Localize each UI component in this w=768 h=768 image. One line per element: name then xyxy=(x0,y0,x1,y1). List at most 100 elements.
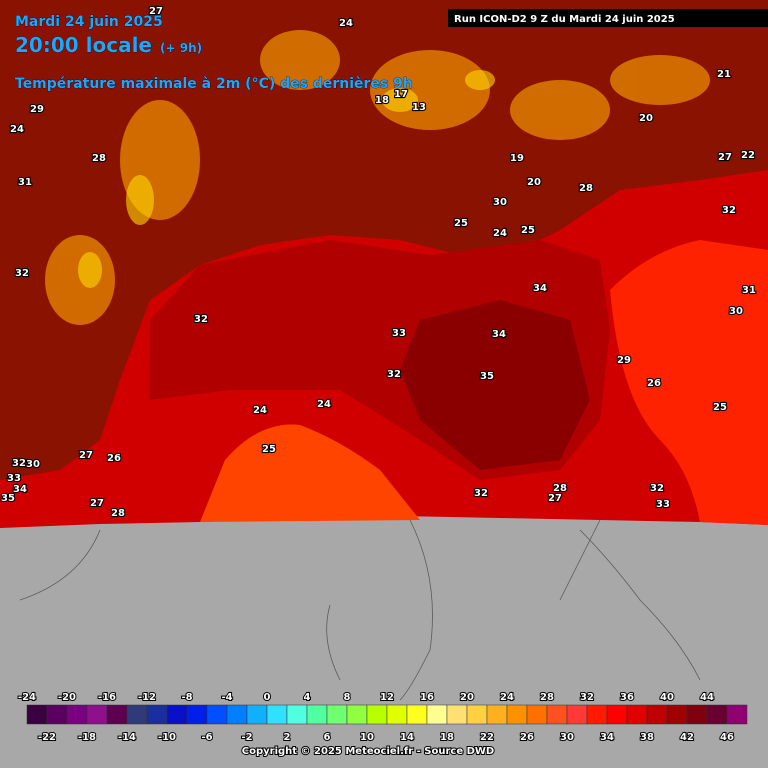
temperature-label: 22 xyxy=(741,150,755,161)
colorbar-label-bottom: 34 xyxy=(600,732,614,743)
temperature-label: 20 xyxy=(527,177,541,188)
colorbar-swatch xyxy=(306,704,328,725)
colorbar-label-bottom: -18 xyxy=(78,732,96,743)
temperature-label: 32 xyxy=(722,205,736,216)
temperature-label: 27 xyxy=(79,450,93,461)
colorbar-label-bottom: 10 xyxy=(360,732,374,743)
local-time: 20:00 locale xyxy=(15,33,152,57)
temperature-label: 30 xyxy=(26,459,40,470)
temperature-label: 19 xyxy=(510,153,524,164)
colorbar-swatch xyxy=(626,704,648,725)
temperature-label: 27 xyxy=(149,6,163,17)
temperature-label: 28 xyxy=(579,183,593,194)
temperature-label: 24 xyxy=(253,405,267,416)
colorbar-label-bottom: -10 xyxy=(158,732,176,743)
colorbar-swatch xyxy=(106,704,128,725)
temperature-label: 24 xyxy=(10,124,24,135)
colorbar-swatch xyxy=(286,704,308,725)
temperature-label: 31 xyxy=(742,285,756,296)
colorbar-swatch xyxy=(446,704,468,725)
colorbar-label-top: -24 xyxy=(18,692,36,703)
temperature-label: 18 xyxy=(375,95,389,106)
temperature-label: 35 xyxy=(480,371,494,382)
copyright: Copyright © 2025 Meteociel.fr - Source D… xyxy=(242,746,494,757)
colorbar-label-bottom: -22 xyxy=(38,732,56,743)
temperature-label: 26 xyxy=(107,453,121,464)
colorbar-label-bottom: -2 xyxy=(241,732,252,743)
colorbar-label-top: 28 xyxy=(540,692,554,703)
colorbar-label-top: 12 xyxy=(380,692,394,703)
temperature-label: 29 xyxy=(617,355,631,366)
temperature-label: 34 xyxy=(533,283,547,294)
temperature-label: 35 xyxy=(1,493,15,504)
colorbar-label-top: 4 xyxy=(304,692,311,703)
colorbar-label-top: -8 xyxy=(181,692,192,703)
run-box xyxy=(448,9,768,27)
colorbar-swatch xyxy=(686,704,708,725)
colorbar-label-top: 44 xyxy=(700,692,714,703)
colorbar-swatch xyxy=(226,704,248,725)
temperature-label: 34 xyxy=(492,329,506,340)
colorbar-label-bottom: 42 xyxy=(680,732,694,743)
colorbar-label-top: 24 xyxy=(500,692,514,703)
temperature-label: 32 xyxy=(650,483,664,494)
colorbar-swatch xyxy=(66,704,88,725)
temperature-label: 33 xyxy=(656,499,670,510)
colorbar-swatch xyxy=(206,704,228,725)
temperature-label: 32 xyxy=(15,268,29,279)
colorbar-swatch xyxy=(86,704,108,725)
temperature-label: 28 xyxy=(92,153,106,164)
temperature-label: 27 xyxy=(718,152,732,163)
colorbar-swatch xyxy=(246,704,268,725)
colorbar-swatch xyxy=(546,704,568,725)
temperature-label: 32 xyxy=(194,314,208,325)
temperature-label: 30 xyxy=(729,306,743,317)
temperature-label: 25 xyxy=(454,218,468,229)
colorbar-swatch xyxy=(566,704,588,725)
run-info: Run ICON-D2 9 Z du Mardi 24 juin 2025 xyxy=(454,14,675,25)
po-valley-core xyxy=(400,300,590,470)
adriatic-sea xyxy=(610,240,768,525)
colorbar-swatch xyxy=(46,704,68,725)
temperature-label: 27 xyxy=(548,493,562,504)
temperature-label: 25 xyxy=(713,402,727,413)
temperature-label: 21 xyxy=(717,69,731,80)
colorbar-label-top: 16 xyxy=(420,692,434,703)
temperature-label: 27 xyxy=(90,498,104,509)
colorbar-swatch xyxy=(666,704,688,725)
colorbar-swatch xyxy=(586,704,608,725)
colorbar-swatch xyxy=(646,704,668,725)
ligurian-sea xyxy=(200,424,420,522)
colorbar-swatch xyxy=(706,704,728,725)
colorbar-label-top: -12 xyxy=(138,692,156,703)
temperature-label: 28 xyxy=(111,508,125,519)
colorbar-label-top: 8 xyxy=(344,692,351,703)
colorbar-label-top: 36 xyxy=(620,692,634,703)
temperature-label: 33 xyxy=(392,328,406,339)
colorbar-label-bottom: 38 xyxy=(640,732,654,743)
colorbar-swatch xyxy=(366,704,388,725)
colorbar-swatch xyxy=(146,704,168,725)
colorbar-swatch xyxy=(386,704,408,725)
colorbar-label-bottom: 18 xyxy=(440,732,454,743)
colorbar-swatch xyxy=(126,704,148,725)
temperature-label: 32 xyxy=(387,369,401,380)
colorbar-swatch xyxy=(426,704,448,725)
mountain-highlights xyxy=(78,70,495,288)
colorbar-swatch xyxy=(326,704,348,725)
temperature-label: 31 xyxy=(18,177,32,188)
colorbar-swatch xyxy=(166,704,188,725)
colorbar: -24 -20 -16 -12 -8 -4 0 4 8 12 16 20 24 28 32 36 40 44-22… xyxy=(17,691,748,744)
temperature-label: 30 xyxy=(493,197,507,208)
colorbar-swatch xyxy=(506,704,528,725)
colorbar-label-bottom: 26 xyxy=(520,732,534,743)
colorbar-label-bottom: 22 xyxy=(480,732,494,743)
colorbar-swatch xyxy=(726,704,748,725)
colorbar-label-bottom: 2 xyxy=(284,732,291,743)
colorbar-swatch xyxy=(466,704,488,725)
colorbar-label-bottom: -14 xyxy=(118,732,136,743)
colorbar-swatch xyxy=(606,704,628,725)
temperature-label: 33 xyxy=(7,473,21,484)
temperature-labels: 3233343435322424252625293231302831292427… xyxy=(0,5,757,520)
